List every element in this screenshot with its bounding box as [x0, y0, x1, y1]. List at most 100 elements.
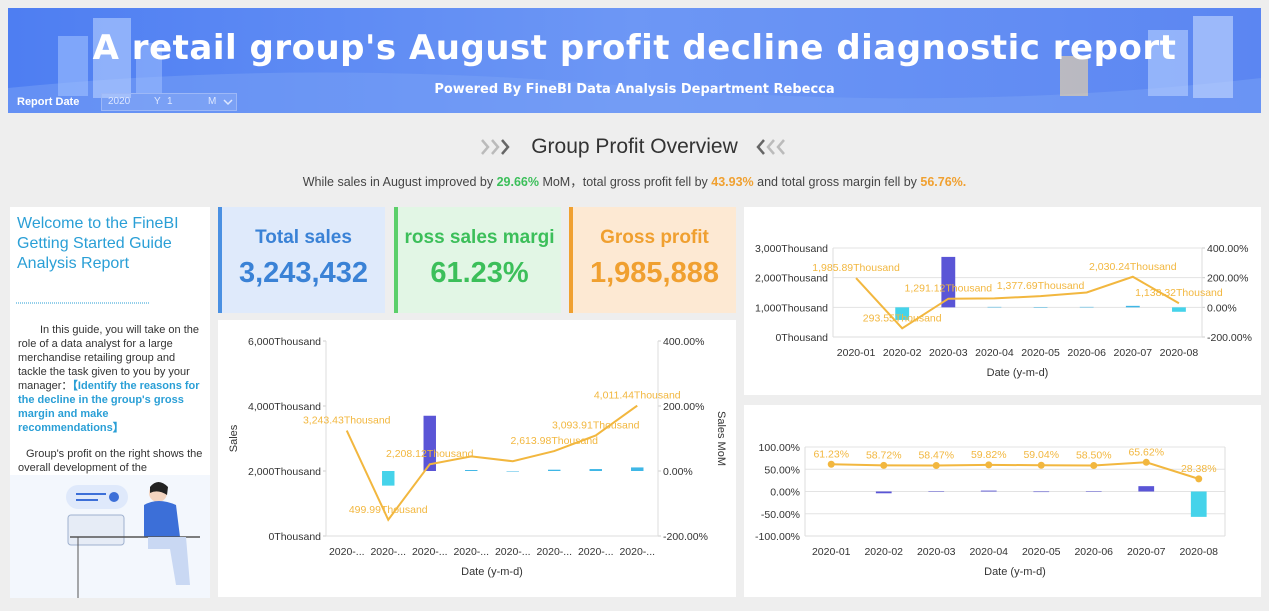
- kpi-card: Gross profit 1,985,888: [569, 207, 736, 313]
- date-label: Report Date: [17, 96, 80, 108]
- summary: While sales in August improved by 29.66%…: [0, 171, 1269, 190]
- bar: [928, 491, 945, 492]
- data-label: 499.99Thousand: [349, 504, 428, 516]
- x-tick-label: 2020-...: [453, 546, 489, 558]
- x-tick-label: 2020-01: [837, 347, 876, 359]
- data-label: 2,613.98Thousand: [510, 435, 598, 447]
- x-tick-label: 2020-05: [1022, 546, 1061, 558]
- kpi-value: 1,985,888: [589, 257, 719, 289]
- bar: [895, 307, 910, 320]
- intro-highlight: 【Identify the reasons for the decline in…: [18, 380, 200, 434]
- line-marker: [932, 461, 940, 469]
- y2-tick-label: 400.00%: [663, 336, 704, 348]
- sales-chart: 0Thousand 2,000Thousand 4,000Thousand 6,000…: [218, 320, 736, 597]
- data-label: 1,138.32Thousand: [1135, 287, 1223, 299]
- bar: [875, 491, 892, 494]
- illustration: [10, 475, 210, 598]
- intro-text: In this guide, you will take on the role…: [18, 324, 199, 392]
- data-label: 1,291.12Thousand: [905, 283, 993, 295]
- summary-highlight: 56.76%.: [920, 175, 967, 189]
- report-title: A retail group's August profit decline d…: [92, 28, 1177, 68]
- x-tick-label: 2020-04: [969, 546, 1008, 558]
- x-tick-label: 2020-03: [917, 546, 956, 558]
- bar: [941, 256, 956, 308]
- y2-tick-label: -200.00%: [663, 531, 708, 543]
- date-picker[interactable]: 2020 Y 1 M: [101, 93, 237, 111]
- y-tick-label: 6,000Thousand: [248, 336, 321, 348]
- header-decor: [8, 16, 1261, 113]
- y-tick-label: 3,000Thousand: [755, 243, 828, 255]
- line-marker: [1037, 461, 1045, 469]
- x-axis-title: Date (y-m-d): [461, 566, 523, 578]
- y-tick-label: 0.00%: [770, 487, 800, 499]
- x-tick-label: 2020-...: [536, 546, 572, 558]
- bar: [1033, 491, 1050, 493]
- bar: [1138, 486, 1155, 492]
- data-label: 4,011.44Thousand: [594, 390, 681, 402]
- section-arrows: [481, 139, 785, 155]
- y2-tick-label: 0.00%: [1207, 302, 1237, 314]
- kpi-label: ross sales margi: [404, 227, 555, 248]
- bar: [465, 470, 478, 471]
- summary-text: MoM，total gross profit fell by: [538, 175, 712, 189]
- x-tick-label: 2020-...: [412, 546, 448, 558]
- data-label: 293.55Thousand: [863, 312, 942, 324]
- dropdown-icon: [223, 99, 233, 106]
- year: 2020: [108, 96, 131, 107]
- y-tick-label: 0Thousand: [775, 332, 828, 344]
- y-tick-label: 1,000Thousand: [755, 302, 828, 314]
- bar: [589, 469, 602, 471]
- line: [345, 404, 638, 522]
- y-tick-label: 100.00%: [759, 442, 800, 454]
- y2-axis-title: Sales MoM: [715, 411, 727, 466]
- line-marker: [985, 461, 993, 469]
- kpi-card: Total sales 3,243,432: [218, 207, 385, 313]
- y2-tick-label: 200.00%: [1207, 273, 1248, 285]
- x-tick-label: 2020-07: [1114, 347, 1153, 359]
- x-tick-label: 2020-...: [578, 546, 614, 558]
- x-tick-label: 2020-02: [864, 546, 903, 558]
- report-subtitle: Powered By FineBI Data Analysis Departme…: [434, 82, 835, 97]
- bar: [1085, 491, 1102, 492]
- data-label: 2,030.24Thousand: [1089, 261, 1177, 273]
- x-tick-label: 2020-04: [975, 347, 1014, 359]
- y-axis-title: Sales: [228, 424, 240, 452]
- line: [855, 275, 1180, 330]
- bar: [631, 467, 644, 471]
- data-label: 2,208.12Thousand: [386, 448, 474, 460]
- intro-paragraph: In this guide, you will take on the role…: [18, 323, 204, 435]
- y-tick-label: 2,000Thousand: [248, 466, 321, 478]
- data-label: 28.38%: [1181, 463, 1217, 475]
- intro-panel: Welcome to the FineBI Getting Started Gu…: [10, 207, 210, 598]
- x-tick-label: 2020-08: [1179, 546, 1218, 558]
- bar: [382, 471, 395, 486]
- data-label: 3,093.91Thousand: [552, 419, 640, 431]
- x-tick-label: 2020-03: [929, 347, 968, 359]
- profit-chart: 0Thousand 1,000Thousand 2,000Thousand 3,000…: [744, 207, 1261, 395]
- bar: [1079, 306, 1094, 308]
- kpi-value: 61.23%: [430, 257, 529, 289]
- x-tick-label: 2020-...: [329, 546, 365, 558]
- line: [831, 461, 1200, 480]
- data-label: 61.23%: [813, 448, 849, 460]
- line-marker: [827, 460, 835, 468]
- data-label: 65.62%: [1128, 446, 1164, 458]
- x-tick-label: 2020-...: [370, 546, 406, 558]
- x-tick-label: 2020-05: [1021, 347, 1060, 359]
- y2-tick-label: 400.00%: [1207, 243, 1248, 255]
- bar: [423, 415, 436, 471]
- data-label: 58.50%: [1076, 449, 1112, 461]
- y-tick-label: 0Thousand: [268, 531, 321, 543]
- x-tick-label: 2020-01: [812, 546, 851, 558]
- summary-text: While sales in August improved by: [302, 175, 497, 189]
- bar: [1125, 305, 1140, 308]
- intro-paragraph: Group's profit on the right shows the ov…: [18, 448, 203, 474]
- summary-highlight: 29.66%: [496, 175, 539, 189]
- data-label: 59.04%: [1023, 449, 1059, 461]
- data-label: 3,243.43Thousand: [303, 415, 391, 427]
- bar: [987, 306, 1002, 308]
- line-marker: [880, 461, 888, 469]
- data-label: 58.47%: [918, 449, 954, 461]
- section-title: Group Profit Overview: [531, 135, 738, 158]
- summary-highlight: 43.93%: [711, 175, 754, 189]
